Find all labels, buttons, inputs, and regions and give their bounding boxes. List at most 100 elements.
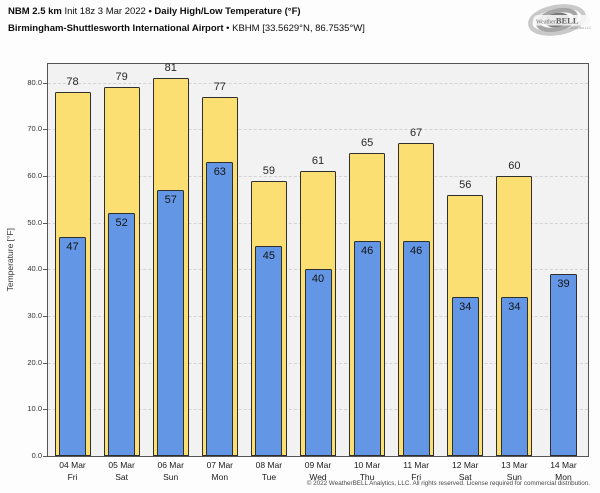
logo-text-pill (533, 15, 590, 26)
x-tick-date: 06 Mar (157, 460, 184, 470)
x-tick-day: Mon (555, 471, 572, 482)
title-init: Init 18z 3 Mar 2022 (61, 6, 149, 17)
x-tick-day: Sun (163, 471, 179, 482)
y-tick-mark (43, 269, 47, 271)
low-value-label: 46 (410, 245, 423, 258)
low-bar (206, 162, 234, 456)
x-tick-day: Sat (115, 471, 128, 482)
low-value-label: 45 (262, 250, 276, 262)
x-tick-day: Wed (309, 471, 327, 482)
y-tick-label: 30.0 (27, 311, 42, 320)
x-tick-date: 13 Mar (501, 460, 528, 470)
high-value-label: 60 (508, 160, 521, 172)
low-bar (353, 241, 381, 456)
low-bar (500, 297, 528, 456)
gridline (48, 82, 588, 84)
x-tick: 05 Mar Sat (97, 460, 146, 483)
y-tick-mark (43, 456, 47, 457)
low-value-label: 46 (360, 245, 374, 258)
y-tick-mark (43, 409, 47, 411)
y-axis-title-wrap: Temperature [°F] (3, 63, 16, 457)
high-value-label: 79 (115, 71, 128, 84)
y-axis-title: Temperature [°F] (4, 228, 15, 292)
x-tick-day: Sat (458, 471, 472, 482)
y-tick-mark (43, 82, 47, 84)
low-value-label: 47 (66, 240, 79, 253)
y-tick-label: 80.0 (27, 77, 42, 87)
y-tick-label: 40.0 (27, 264, 42, 274)
y-tick-mark (43, 176, 47, 177)
x-tick-day: Fri (67, 471, 78, 482)
x-tick-date: 05 Mar (108, 460, 135, 470)
low-bar (108, 213, 136, 456)
x-tick: 07 Mar Mon (195, 460, 244, 483)
x-tick-date: 08 Mar (255, 460, 283, 470)
low-bar (255, 246, 283, 456)
x-tick: 08 Mar Tue (244, 460, 293, 483)
low-bar (157, 190, 185, 456)
chart-title-block: NBM 2.5 km Init 18z 3 Mar 2022 • Daily H… (8, 4, 365, 37)
low-bar (59, 236, 87, 456)
chart-subtitle: Birmingham-Shuttlesworth International A… (8, 21, 365, 38)
low-bar (304, 269, 332, 456)
x-tick-date: 07 Mar (206, 460, 234, 470)
y-tick-label: 10.0 (27, 404, 42, 414)
y-tick-mark (43, 362, 47, 364)
y-tick-label: 20.0 (27, 357, 42, 367)
logo-brand: WeatherBELL (536, 16, 579, 26)
low-value-label: 57 (164, 194, 177, 206)
low-value-label: 39 (557, 278, 570, 290)
y-tick-label: 50.0 (27, 217, 42, 227)
low-value-label: 52 (115, 217, 128, 230)
copyright-text: © 2022 WeatherBELL Analytics, LLC. All r… (306, 480, 590, 487)
low-bar (402, 241, 430, 456)
y-tick-label: 70.0 (27, 124, 42, 134)
chart-title: NBM 2.5 km Init 18z 3 Mar 2022 • Daily H… (8, 4, 365, 21)
x-tick: 04 Mar Fri (48, 460, 97, 483)
y-tick-mark (43, 129, 47, 131)
weatherbell-logo: WeatherBELL Analytics LLC (524, 2, 594, 47)
x-tick-date: 10 Mar (353, 460, 381, 470)
x-tick-day: Sun (506, 471, 522, 482)
x-tick-day: Tue (261, 471, 277, 482)
low-value-label: 40 (311, 273, 325, 286)
x-tick-day: Mon (211, 471, 229, 482)
high-value-label: 67 (410, 127, 423, 140)
x-tick: 13 Mar Sun (490, 460, 539, 483)
low-value-label: 34 (508, 301, 521, 314)
x-tick-date: 11 Mar (403, 460, 430, 470)
high-value-label: 81 (164, 62, 177, 74)
x-tick-day: Fri (411, 471, 422, 482)
low-bar (549, 274, 577, 456)
x-tick-date: 04 Mar (59, 460, 86, 470)
x-tick: 11 Mar Fri (392, 460, 441, 483)
x-tick: 10 Mar Thu (343, 460, 392, 483)
high-value-label: 59 (262, 164, 276, 177)
low-bar (451, 297, 479, 456)
x-tick-date: 14 Mar (550, 460, 577, 470)
high-value-label: 78 (66, 76, 79, 88)
subtitle-location: • KBHM [33.5629°N, 86.7535°W] (223, 22, 365, 34)
y-tick-mark (43, 222, 47, 224)
x-tick: 09 Mar Wed (293, 460, 342, 483)
x-tick: 12 Mar Sat (441, 460, 490, 483)
gridline (48, 129, 588, 131)
title-product: NBM 2.5 km (8, 6, 62, 17)
x-tick-date: 12 Mar (452, 460, 479, 470)
high-value-label: 56 (459, 178, 472, 191)
high-value-label: 77 (213, 80, 226, 93)
y-tick-mark (43, 316, 47, 317)
y-tick-label: 60.0 (27, 171, 42, 180)
bars-layer: 78 47 79 52 81 57 77 63 59 45 61 40 65 46 67 46 56 34 60 34… (48, 62, 588, 456)
x-tick-date: 09 Mar (304, 460, 332, 470)
subtitle-station: Birmingham-Shuttlesworth International A… (8, 22, 224, 34)
x-tick: 14 Mar Mon (539, 460, 588, 483)
high-value-label: 61 (311, 155, 325, 168)
plot-area: 78 47 79 52 81 57 77 63 59 45 61 40 65 46 67 46 56 34 60 34… (47, 62, 589, 457)
x-tick: 06 Mar Sun (146, 460, 195, 483)
high-value-label: 65 (360, 136, 374, 149)
x-tick-day: Thu (359, 471, 375, 482)
logo-tagline: Analytics LLC (570, 26, 592, 30)
low-value-label: 34 (459, 301, 472, 314)
